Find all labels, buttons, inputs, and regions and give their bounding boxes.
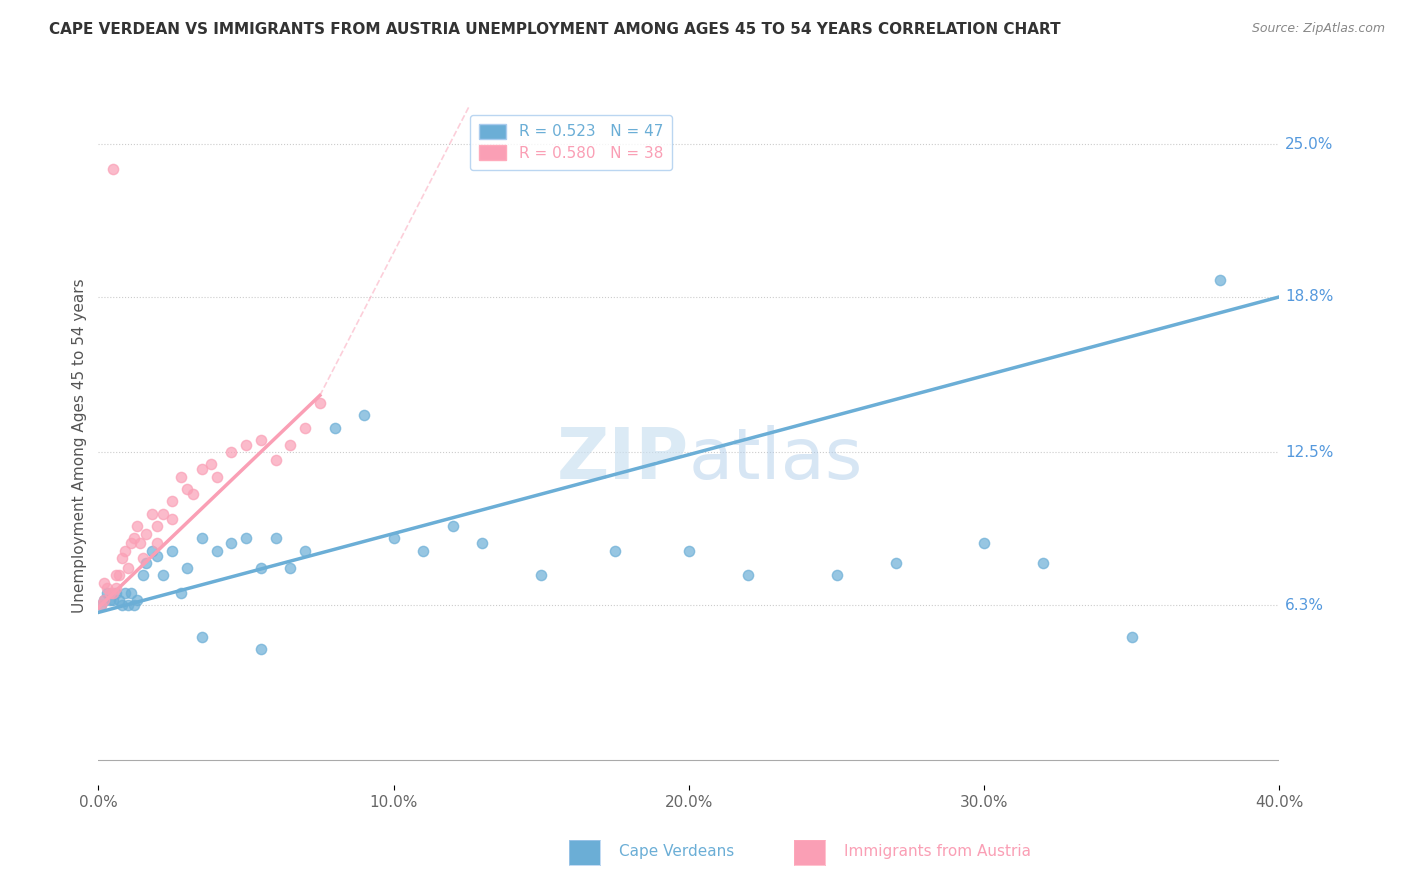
Point: [108, 593, 131, 607]
Text: Cape Verdeans: Cape Verdeans: [619, 845, 734, 859]
Point: [105, 568, 128, 582]
Point: [162, 512, 183, 526]
Point: [264, 532, 287, 546]
Text: 25.0%: 25.0%: [1285, 136, 1334, 152]
Point: [90, 598, 112, 612]
Point: [108, 568, 131, 582]
Point: [176, 482, 198, 496]
Point: [250, 642, 273, 657]
Point: [294, 543, 316, 558]
Point: [250, 433, 273, 447]
Point: [191, 630, 214, 644]
Text: 18.8%: 18.8%: [1285, 289, 1334, 304]
Point: [353, 408, 375, 422]
Point: [120, 536, 142, 550]
Point: [103, 585, 125, 599]
Point: [105, 585, 128, 599]
Point: [441, 519, 464, 533]
Point: [278, 561, 302, 575]
Text: 6.3%: 6.3%: [1285, 598, 1324, 613]
Point: [105, 581, 128, 595]
Point: [152, 568, 174, 582]
Point: [162, 543, 183, 558]
Point: [146, 549, 169, 563]
Point: [278, 438, 302, 452]
Point: [219, 445, 242, 459]
Point: [530, 568, 553, 582]
Point: [98, 593, 121, 607]
Legend: R = 0.523   N = 47, R = 0.580   N = 38: R = 0.523 N = 47, R = 0.580 N = 38: [470, 115, 672, 170]
Point: [103, 161, 125, 176]
Point: [96, 581, 118, 595]
Point: [737, 568, 759, 582]
Point: [235, 532, 257, 546]
Point: [122, 598, 145, 612]
Point: [96, 585, 118, 599]
Point: [135, 526, 157, 541]
Point: [1032, 556, 1054, 570]
Point: [605, 543, 627, 558]
Point: [90, 598, 112, 612]
Point: [93, 575, 115, 590]
Point: [162, 494, 183, 508]
Point: [117, 598, 139, 612]
Point: [884, 556, 907, 570]
Point: [205, 543, 228, 558]
Point: [132, 568, 155, 582]
Point: [1121, 630, 1143, 644]
Point: [111, 598, 134, 612]
Point: [135, 556, 157, 570]
Point: [114, 585, 136, 599]
Point: [141, 507, 163, 521]
Point: [200, 458, 222, 472]
Text: ZIP: ZIP: [557, 425, 689, 494]
Point: [264, 452, 287, 467]
Point: [205, 470, 228, 484]
Point: [678, 543, 700, 558]
Point: [323, 420, 346, 434]
Point: [181, 487, 204, 501]
Point: [93, 593, 115, 607]
Point: [382, 532, 405, 546]
Point: [176, 561, 198, 575]
Text: Immigrants from Austria: Immigrants from Austria: [844, 845, 1031, 859]
Point: [825, 568, 848, 582]
Text: CAPE VERDEAN VS IMMIGRANTS FROM AUSTRIA UNEMPLOYMENT AMONG AGES 45 TO 54 YEARS C: CAPE VERDEAN VS IMMIGRANTS FROM AUSTRIA …: [49, 22, 1062, 37]
Point: [114, 543, 136, 558]
Point: [471, 536, 494, 550]
Point: [132, 551, 155, 566]
Point: [973, 536, 995, 550]
Point: [146, 536, 169, 550]
Point: [191, 462, 214, 476]
Point: [120, 585, 142, 599]
Point: [111, 551, 134, 566]
Y-axis label: Unemployment Among Ages 45 to 54 years: Unemployment Among Ages 45 to 54 years: [72, 278, 87, 614]
Point: [170, 470, 193, 484]
Point: [412, 543, 434, 558]
Point: [146, 519, 169, 533]
Point: [1209, 272, 1232, 286]
Point: [235, 438, 257, 452]
Point: [309, 396, 332, 410]
Point: [125, 519, 148, 533]
Text: atlas: atlas: [689, 425, 863, 494]
Point: [141, 543, 163, 558]
Point: [117, 561, 139, 575]
Point: [191, 532, 214, 546]
Text: Source: ZipAtlas.com: Source: ZipAtlas.com: [1251, 22, 1385, 36]
Point: [219, 536, 242, 550]
Point: [170, 585, 193, 599]
Point: [152, 507, 174, 521]
Point: [93, 593, 115, 607]
Point: [294, 420, 316, 434]
Point: [122, 532, 145, 546]
Point: [98, 585, 121, 599]
Point: [103, 593, 125, 607]
Point: [128, 536, 150, 550]
Text: 12.5%: 12.5%: [1285, 445, 1334, 459]
Point: [125, 593, 148, 607]
Point: [250, 561, 273, 575]
